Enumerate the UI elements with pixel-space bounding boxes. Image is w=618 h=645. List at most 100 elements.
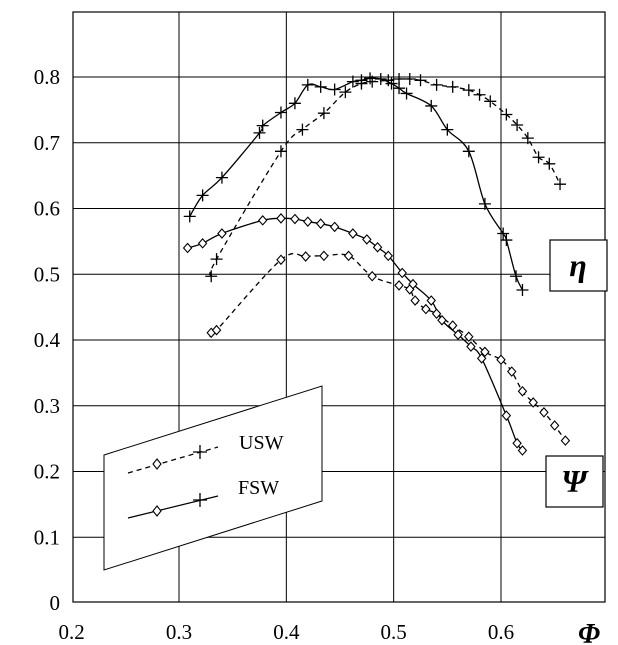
point-fsw-1-10 — [346, 75, 359, 88]
legend-label-fsw: FSW — [238, 477, 279, 499]
point-fsw-1-4 — [256, 119, 269, 132]
point-usw-0-12 — [430, 78, 443, 91]
y-tick-label-7: 0.7 — [34, 131, 60, 155]
point-fsw-1-15 — [393, 82, 406, 95]
point-usw-0-20 — [532, 151, 545, 164]
point-fsw-1-19 — [462, 145, 475, 158]
y-tick-label-6: 0.6 — [34, 197, 60, 221]
point-usw-2-3 — [300, 251, 311, 262]
psi-label: Ψ — [561, 463, 589, 499]
point-fsw-3-5 — [290, 213, 300, 225]
point-fsw-3-20 — [501, 410, 512, 421]
point-usw-2-9 — [410, 295, 420, 306]
point-fsw-1-14 — [385, 77, 398, 90]
point-fsw-3-17 — [453, 329, 463, 341]
y-tick-label-0: 0 — [50, 591, 61, 615]
eta-annotation: η — [549, 239, 608, 292]
plot-frame — [72, 11, 606, 603]
point-fsw-1-16 — [400, 87, 413, 100]
point-fsw-1-21 — [497, 227, 510, 240]
point-usw-0-21 — [543, 157, 556, 170]
point-fsw-1-6 — [288, 97, 301, 110]
point-usw-2-10 — [421, 303, 431, 315]
point-fsw-3-16 — [437, 314, 447, 326]
point-usw-0-1 — [210, 253, 223, 266]
point-fsw-1-7 — [301, 78, 314, 91]
point-usw-2-2 — [276, 254, 286, 266]
point-usw-2-19 — [539, 406, 549, 418]
eta-label: η — [569, 247, 587, 283]
point-usw-2-4 — [319, 250, 329, 262]
point-fsw-3-12 — [383, 250, 394, 262]
point-fsw-3-22 — [517, 445, 528, 456]
point-fsw-3-1 — [197, 238, 208, 249]
point-fsw-3-10 — [362, 234, 372, 245]
point-fsw-3-19 — [476, 353, 487, 364]
point-fsw-3-2 — [217, 228, 227, 239]
point-usw-0-22 — [554, 178, 567, 191]
point-fsw-1-8 — [314, 80, 327, 93]
point-fsw-1-24 — [516, 284, 529, 297]
point-fsw-1-12 — [364, 72, 377, 85]
series-line-usw-2 — [209, 252, 566, 441]
point-fsw-1-1 — [196, 189, 209, 202]
x-tick-labels: 0.2 0.3 0.4 0.5 0.6 — [59, 620, 515, 644]
point-fsw-3-7 — [315, 218, 326, 229]
point-usw-2-12 — [447, 320, 458, 331]
point-usw-0-3 — [296, 123, 309, 136]
point-fsw-1-5 — [274, 106, 287, 119]
point-fsw-3-18 — [466, 341, 476, 352]
point-usw-2-15 — [496, 354, 506, 366]
point-fsw-1-3 — [253, 126, 266, 139]
y-tick-labels: 0 0.1 0.2 0.3 0.4 0.5 0.6 0.7 0.8 — [34, 65, 61, 615]
y-tick-label-3: 0.3 — [34, 394, 60, 418]
point-usw-0-4 — [317, 107, 330, 120]
point-fsw-3-6 — [303, 216, 313, 227]
point-fsw-1-18 — [441, 123, 454, 136]
point-fsw-3-9 — [348, 228, 358, 239]
point-usw-0-5 — [339, 86, 352, 99]
point-usw-2-7 — [394, 280, 404, 291]
series-line-fsw-1 — [189, 77, 524, 291]
point-usw-0-7 — [366, 75, 379, 88]
y-tick-label-5: 0.5 — [34, 262, 60, 286]
point-fsw-3-0 — [182, 242, 193, 254]
point-fsw-1-2 — [215, 171, 228, 184]
series-lines — [187, 77, 566, 451]
point-fsw-3-13 — [397, 267, 407, 279]
point-usw-2-11 — [431, 308, 442, 320]
point-fsw-3-4 — [276, 213, 286, 224]
x-tick-label-2: 0.4 — [273, 620, 300, 644]
point-usw-0-10 — [403, 72, 416, 85]
series-markers — [182, 72, 571, 456]
x-tick-label-1: 0.3 — [166, 620, 192, 644]
x-tick-label-3: 0.5 — [381, 620, 407, 644]
point-usw-2-13 — [464, 331, 474, 343]
point-usw-0-19 — [521, 132, 534, 145]
point-fsw-3-11 — [372, 241, 383, 253]
point-fsw-3-14 — [408, 278, 418, 290]
point-usw-2-14 — [480, 346, 490, 358]
point-usw-2-16 — [506, 366, 517, 377]
y-tick-label-2: 0.2 — [34, 460, 60, 484]
legend-box — [103, 385, 323, 571]
legend-marker-usw-diamond — [152, 458, 162, 470]
legend-label-usw: USW — [239, 432, 284, 454]
y-tick-label-8: 0.8 — [34, 65, 60, 89]
point-usw-0-18 — [511, 118, 524, 131]
y-tick-label-4: 0.4 — [34, 328, 61, 352]
point-usw-0-0 — [205, 270, 218, 283]
point-fsw-1-0 — [183, 210, 196, 223]
y-tick-label-1: 0.1 — [34, 525, 60, 549]
point-fsw-1-23 — [510, 270, 523, 283]
point-fsw-1-22 — [500, 234, 513, 247]
point-fsw-3-8 — [329, 221, 340, 233]
point-usw-0-8 — [382, 74, 395, 87]
point-fsw-1-20 — [478, 197, 491, 210]
legend-marker-fsw-diamond — [152, 505, 162, 517]
point-fsw-1-17 — [425, 99, 438, 112]
x-axis-label: Φ — [578, 619, 600, 645]
point-usw-2-5 — [343, 250, 354, 262]
legend-line-usw — [127, 446, 219, 474]
